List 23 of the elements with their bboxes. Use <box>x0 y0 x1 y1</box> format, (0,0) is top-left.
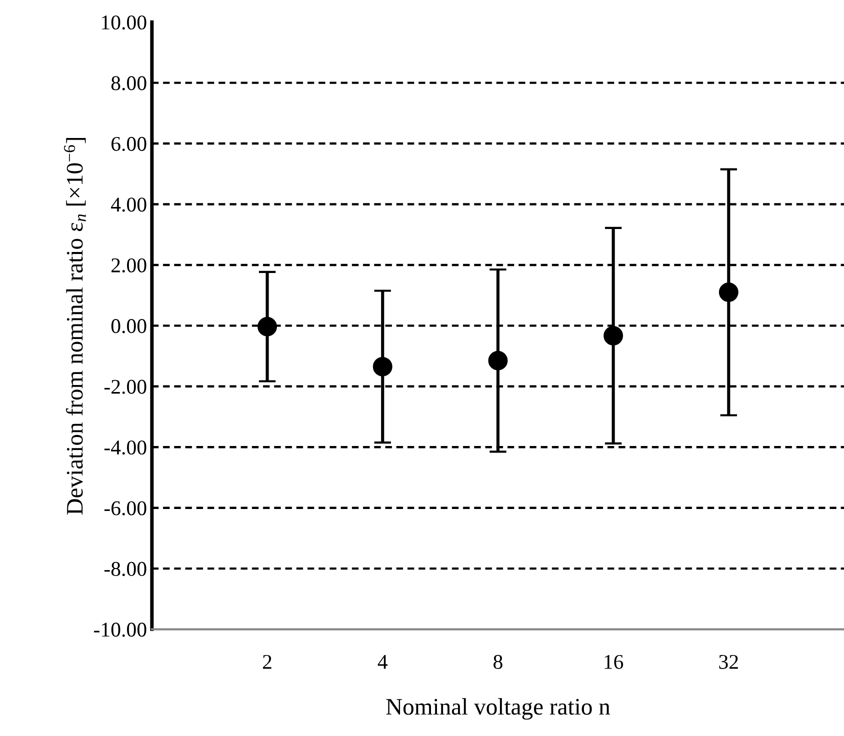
y-tick-label: 0.00 <box>111 319 146 334</box>
point <box>604 326 624 346</box>
y-tick-label: 2.00 <box>112 258 146 272</box>
x-tick-label: 4 <box>378 655 388 669</box>
y-tick-label: 8.00 <box>111 76 146 90</box>
y-tick-label: -4.00 <box>104 440 146 455</box>
x-tick-label: 2 <box>262 654 272 669</box>
y-tick-label: 10.00 <box>102 15 146 30</box>
y-axis-title: Deviation from nominal ratio ε$_{n}$ [×10$^{−6}$] <box>64 138 86 515</box>
x-axis-title: Nominal voltage ratio n <box>386 698 610 720</box>
point <box>718 282 738 302</box>
y-tick-label: -6.00 <box>104 501 146 516</box>
y-tick-label: -8.00 <box>104 562 146 576</box>
point <box>258 316 277 336</box>
y-tick-label: 4.00 <box>111 198 146 212</box>
point <box>372 356 392 376</box>
x-tick-label: 16 <box>604 654 624 669</box>
y-tick-label: -2.00 <box>104 380 146 394</box>
y-tick-label: -10.00 <box>94 622 146 637</box>
point <box>488 350 508 370</box>
y-tick-label: 6.00 <box>111 136 146 152</box>
x-tick-label: 8 <box>494 654 502 669</box>
x-tick-label: 32 <box>719 654 738 669</box>
